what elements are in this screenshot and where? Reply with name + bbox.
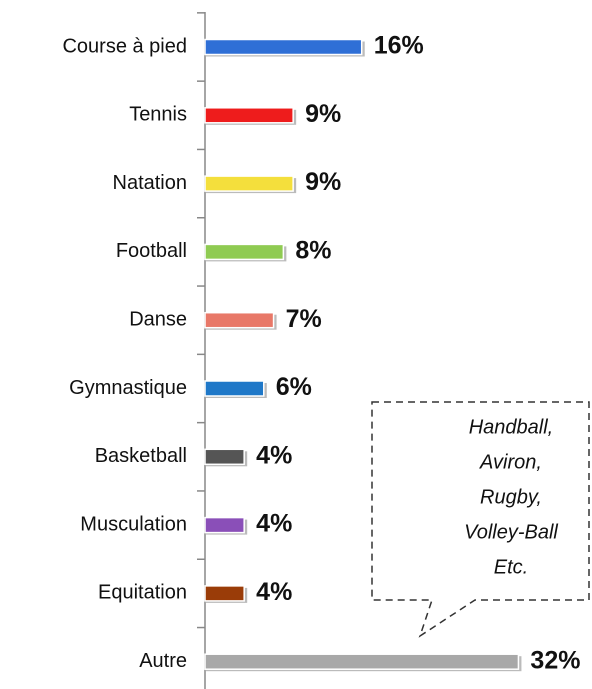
value-label: 4% bbox=[256, 578, 292, 606]
annotation-line: Handball, bbox=[469, 416, 554, 438]
bar bbox=[204, 448, 245, 466]
value-label: 16% bbox=[374, 32, 424, 60]
category-label: Equitation bbox=[98, 582, 187, 604]
annotation-line: Volley-Ball bbox=[464, 521, 558, 543]
bar bbox=[204, 38, 363, 56]
bar bbox=[204, 516, 245, 534]
category-label: Musculation bbox=[80, 513, 187, 535]
value-label: 6% bbox=[276, 373, 312, 401]
annotation-line: Etc. bbox=[494, 556, 528, 578]
category-label: Danse bbox=[129, 308, 187, 330]
value-label: 9% bbox=[305, 168, 341, 196]
annotation-line: Aviron, bbox=[479, 451, 542, 473]
bar bbox=[204, 175, 294, 192]
bar bbox=[204, 243, 285, 261]
annotation-line: Rugby, bbox=[480, 486, 542, 508]
bar bbox=[204, 585, 245, 602]
category-label: Tennis bbox=[129, 104, 187, 126]
value-label: 9% bbox=[305, 100, 341, 128]
value-label: 4% bbox=[256, 510, 292, 538]
bar bbox=[204, 107, 294, 124]
category-label: Course à pied bbox=[62, 35, 187, 57]
value-label: 8% bbox=[295, 237, 331, 265]
category-label: Gymnastique bbox=[69, 377, 187, 399]
bar bbox=[204, 653, 520, 670]
category-label: Basketball bbox=[95, 445, 187, 467]
value-label: 32% bbox=[530, 646, 580, 674]
category-label: Natation bbox=[113, 172, 188, 194]
value-label: 7% bbox=[286, 305, 322, 333]
bar bbox=[204, 311, 275, 329]
category-label: Autre bbox=[139, 650, 187, 672]
value-label: 4% bbox=[256, 441, 292, 469]
callout bbox=[371, 401, 590, 638]
category-label: Football bbox=[116, 240, 187, 262]
bar bbox=[204, 380, 265, 397]
